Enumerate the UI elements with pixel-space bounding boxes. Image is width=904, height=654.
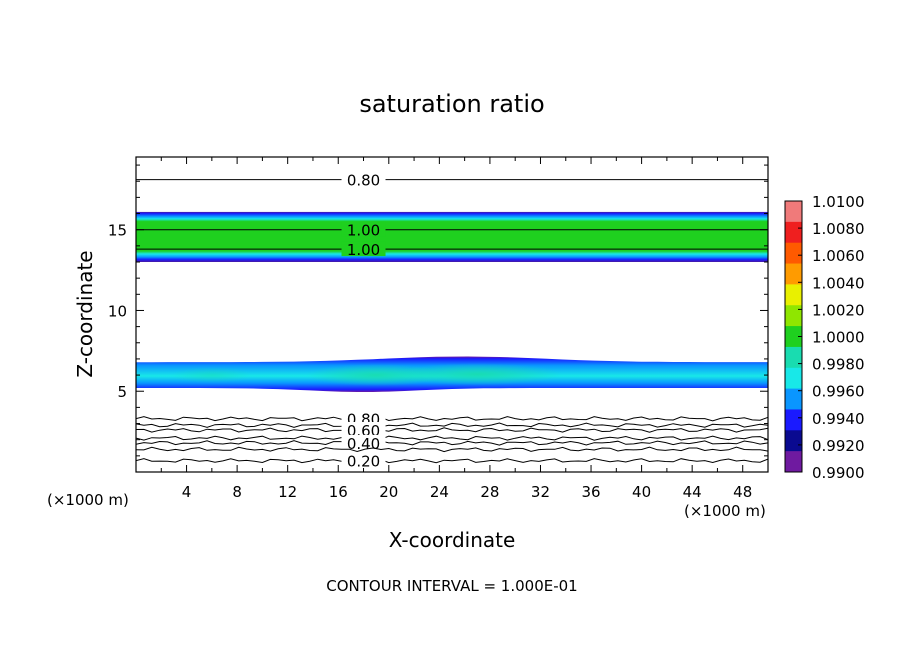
- contour-line: [136, 427, 768, 433]
- x-tick-label: 12: [278, 483, 297, 501]
- colorbar-label: 0.9940: [812, 410, 865, 428]
- contour-line: [136, 458, 768, 464]
- colorbar-label: 1.0000: [812, 329, 865, 347]
- colorbar-label: 0.9900: [812, 464, 865, 482]
- colorbar-swatch: [785, 388, 802, 410]
- contour-line: [136, 435, 768, 441]
- colorbar-swatch: [785, 451, 802, 473]
- colorbar-swatch: [785, 263, 802, 285]
- contour-label: 1.00: [347, 222, 380, 240]
- contour-label-bg: [341, 171, 386, 187]
- x-tick-label: 32: [531, 483, 550, 501]
- y-tick-label: 15: [108, 222, 127, 240]
- y-axis-title: Z-coordinate: [73, 250, 97, 377]
- colorbar-swatch: [785, 409, 802, 431]
- colorbar-swatch: [785, 367, 802, 390]
- contour-line: [136, 446, 768, 453]
- contour-label-bg: [341, 434, 386, 450]
- contour-line: [136, 422, 768, 428]
- colorbar-swatch: [785, 242, 802, 265]
- colorbar-label: 0.9920: [812, 437, 865, 455]
- contour-label: 1.00: [347, 241, 380, 259]
- contour-line: [136, 416, 768, 422]
- x-origin-unit-label: (×1000 m): [47, 491, 129, 509]
- colorbar-swatch: [785, 326, 802, 348]
- x-tick-label: 44: [683, 483, 702, 501]
- x-tick-label: 8: [232, 483, 242, 501]
- x-axis-ticks: 4 8 12 16 20 24 28 32 36 40 44 48: [160, 157, 769, 501]
- colorbar-label: 1.0020: [812, 301, 865, 319]
- x-tick-label: 16: [329, 483, 348, 501]
- contour-line: [136, 440, 768, 446]
- contour-label-bg: [341, 452, 386, 468]
- saturation-bands: [136, 211, 768, 392]
- colorbar-label: 1.0100: [812, 193, 865, 211]
- colorbar-swatch: [785, 305, 802, 327]
- plot-frame: [135, 156, 769, 473]
- y-tick-label: 10: [108, 302, 127, 320]
- colorbar-swatch: [785, 201, 802, 223]
- x-tick-label: 40: [632, 483, 651, 501]
- x-tick-label: 20: [379, 483, 398, 501]
- contour-label: 0.80: [347, 172, 380, 190]
- colorbar-swatch: [785, 346, 802, 369]
- colorbar-label: 0.9960: [812, 383, 865, 401]
- colorbar-label: 0.9980: [812, 356, 865, 374]
- colorbar-label: 1.0040: [812, 274, 865, 292]
- band-lower-core: [171, 367, 252, 384]
- contour-lines: 0.801.001.000.800.600.400.20: [136, 171, 768, 471]
- x-axis-unit-label: (×1000 m): [684, 502, 766, 520]
- x-tick-label: 4: [182, 483, 192, 501]
- contour-label-bg: [341, 422, 386, 437]
- band-lower-core: [392, 363, 563, 386]
- colorbar-swatch: [785, 284, 802, 306]
- x-tick-label: 24: [430, 483, 449, 501]
- contour-interval-note: CONTOUR INTERVAL = 1.000E-01: [326, 577, 577, 595]
- x-tick-label: 48: [733, 483, 752, 501]
- colorbar-swatch: [785, 430, 802, 452]
- x-tick-label: 36: [581, 483, 600, 501]
- contour-label-bg: [341, 410, 386, 426]
- chart-title: saturation ratio: [359, 90, 544, 118]
- x-axis-title: X-coordinate: [389, 528, 516, 552]
- colorbar: 1.0100 1.0080 1.0060 1.0040 1.0020 1.0000 0.99…: [784, 193, 865, 482]
- colorbar-label: 1.0060: [812, 247, 865, 265]
- x-tick-label: 28: [480, 483, 499, 501]
- colorbar-swatch: [785, 221, 802, 244]
- band-upper: [136, 211, 768, 262]
- y-tick-label: 5: [117, 383, 127, 401]
- contour-label: 0.20: [347, 453, 380, 471]
- contour-label-bg: [341, 221, 386, 237]
- y-axis-ticks: 5 10 15: [108, 164, 768, 457]
- contour-label-bg: [341, 241, 386, 257]
- colorbar-label: 1.0080: [812, 220, 865, 238]
